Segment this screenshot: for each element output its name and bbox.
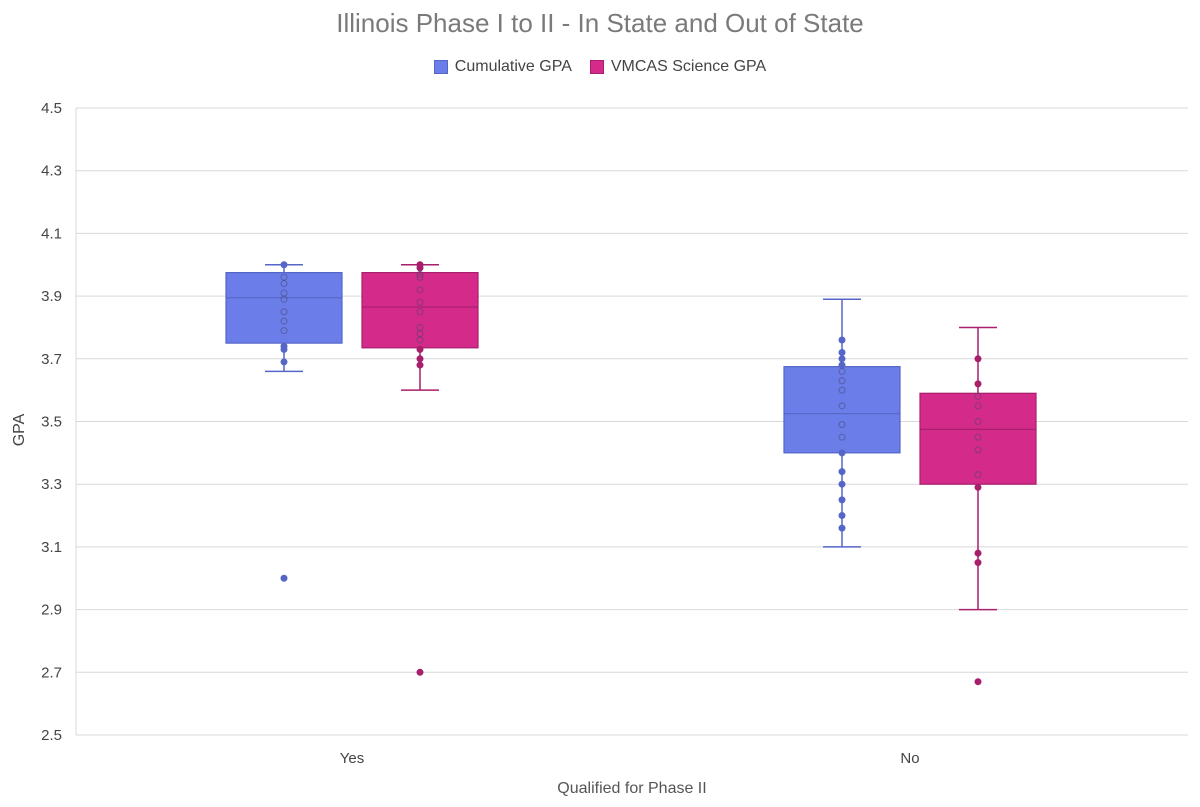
chart-title: Illinois Phase I to II - In State and Ou…	[336, 8, 864, 38]
data-point[interactable]	[416, 298, 424, 306]
outlier-point[interactable]	[974, 678, 982, 686]
data-point[interactable]	[974, 433, 982, 441]
data-point[interactable]	[974, 471, 982, 479]
box-cumulative-gpa-no[interactable]	[783, 298, 901, 548]
data-point[interactable]	[416, 336, 424, 344]
legend-swatch-cumulative-gpa	[433, 60, 448, 74]
data-point[interactable]	[280, 261, 288, 269]
outlier-point[interactable]	[280, 574, 288, 582]
y-tick-label: 3.1	[41, 539, 62, 556]
y-tick-label: 3.3	[41, 476, 62, 493]
data-point[interactable]	[838, 449, 846, 457]
box-iqr	[919, 392, 1037, 485]
y-tick-label: 4.5	[41, 100, 62, 117]
x-axis-ticks: Yes No	[340, 750, 920, 767]
data-point[interactable]	[974, 392, 982, 400]
data-point[interactable]	[280, 358, 288, 366]
data-point[interactable]	[838, 496, 846, 504]
data-point[interactable]	[280, 295, 288, 303]
y-tick-label: 3.9	[41, 288, 62, 305]
data-point[interactable]	[838, 336, 846, 344]
y-axis-label: GPA	[11, 413, 28, 446]
data-point[interactable]	[416, 345, 424, 353]
data-point[interactable]	[838, 480, 846, 488]
data-point[interactable]	[974, 380, 982, 388]
y-tick-label: 3.5	[41, 414, 62, 431]
data-point[interactable]	[974, 446, 982, 454]
data-point[interactable]	[974, 355, 982, 363]
data-point[interactable]	[838, 377, 846, 385]
data-point[interactable]	[974, 418, 982, 425]
outlier-point[interactable]	[416, 668, 424, 676]
data-point[interactable]	[838, 421, 846, 429]
data-point[interactable]	[280, 308, 288, 316]
data-point[interactable]	[974, 483, 982, 491]
x-tick-label: No	[900, 750, 919, 767]
data-point[interactable]	[838, 512, 846, 520]
legend-item-cumulative-gpa[interactable]: Cumulative GPA	[433, 58, 572, 76]
data-point[interactable]	[838, 524, 846, 532]
data-point[interactable]	[838, 433, 846, 441]
y-tick-label: 2.7	[41, 664, 62, 681]
data-point[interactable]	[974, 559, 982, 567]
data-point[interactable]	[974, 549, 982, 557]
data-point[interactable]	[416, 270, 424, 278]
data-point[interactable]	[838, 349, 846, 357]
data-point[interactable]	[838, 361, 846, 369]
y-tick-label: 4.1	[41, 225, 62, 242]
box-vmcas-science-gpa-no[interactable]	[919, 326, 1037, 686]
data-point[interactable]	[280, 317, 288, 325]
data-point[interactable]	[838, 355, 846, 363]
data-point[interactable]	[280, 280, 288, 288]
data-point[interactable]	[416, 286, 424, 294]
box-plots	[225, 261, 1037, 686]
x-tick-label: Yes	[340, 750, 364, 767]
box-cumulative-gpa-yes[interactable]	[225, 261, 343, 582]
legend-item-vmcas-science-gpa[interactable]: VMCAS Science GPA	[589, 58, 767, 76]
y-axis-ticks: 2.5 2.7 2.9 3.1 3.3 3.5 3.7 3.9 4.1 4.3 4.5	[41, 100, 62, 744]
legend-swatch-vmcas-science-gpa	[589, 60, 604, 74]
data-point[interactable]	[280, 345, 288, 353]
box-vmcas-science-gpa-yes[interactable]	[361, 261, 479, 676]
data-point[interactable]	[838, 386, 846, 394]
y-tick-label: 4.3	[41, 163, 62, 180]
legend-label-vmcas-science-gpa: VMCAS Science GPA	[610, 58, 767, 75]
data-point[interactable]	[416, 361, 424, 369]
box-iqr	[225, 271, 343, 344]
y-tick-label: 2.5	[41, 727, 62, 744]
y-tick-label: 3.7	[41, 351, 62, 368]
data-point[interactable]	[974, 402, 982, 410]
y-tick-label: 2.9	[41, 602, 62, 619]
data-point[interactable]	[280, 327, 288, 335]
data-point[interactable]	[416, 308, 424, 316]
legend-label-cumulative-gpa: Cumulative GPA	[454, 58, 572, 75]
data-point[interactable]	[416, 264, 424, 272]
data-point[interactable]	[838, 402, 846, 410]
data-point[interactable]	[416, 355, 424, 363]
legend: Cumulative GPA VMCAS Science GPA	[0, 58, 1200, 76]
data-point[interactable]	[838, 367, 846, 375]
box-iqr	[783, 366, 901, 454]
x-axis-label: Qualified for Phase II	[557, 780, 706, 797]
data-point[interactable]	[416, 273, 424, 281]
data-point[interactable]	[838, 468, 846, 476]
